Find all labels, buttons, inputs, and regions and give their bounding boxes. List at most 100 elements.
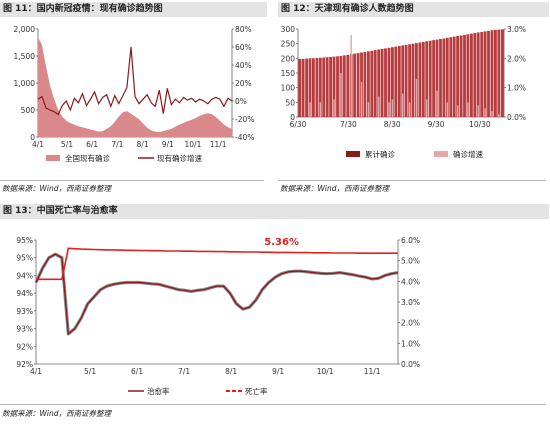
- bar-确诊增速: [467, 102, 469, 117]
- bar-累计确诊: [500, 29, 504, 117]
- legend-label: 治愈率: [147, 386, 170, 396]
- bar-累计确诊: [380, 48, 384, 117]
- right-tick-label: 5.0%: [401, 257, 420, 266]
- x-tick-label: 11/1: [364, 367, 381, 376]
- left-tick-label: 100: [281, 84, 296, 93]
- left-tick-label: 94%: [16, 289, 33, 298]
- x-tick-label: 8/1: [137, 140, 149, 149]
- x-tick-label: 7/30: [340, 120, 357, 129]
- bar-确诊增速: [360, 81, 363, 117]
- left-tick-label: 94%: [16, 271, 33, 280]
- series-area-全国现有确诊: [38, 37, 232, 137]
- bar-累计确诊: [308, 58, 312, 117]
- bar-累计确诊: [473, 33, 477, 117]
- bar-累计确诊: [408, 44, 412, 117]
- left-tick-label: 93%: [16, 307, 33, 316]
- bar-累计确诊: [342, 55, 346, 117]
- bar-累计确诊: [466, 34, 470, 117]
- bar-累计确诊: [428, 40, 432, 118]
- divider: [0, 404, 546, 405]
- bar-累计确诊: [377, 49, 381, 117]
- bar-确诊增速: [367, 102, 370, 117]
- x-tick-label: 10/1: [185, 140, 202, 149]
- bar-累计确诊: [298, 58, 302, 117]
- bar-累计确诊: [329, 56, 333, 117]
- right-tick-label: 0.0%: [507, 113, 526, 122]
- bar-确诊增速: [350, 34, 352, 117]
- bar-累计确诊: [356, 53, 360, 117]
- bar-确诊增速: [415, 78, 418, 117]
- right-tick-label: 40%: [235, 61, 252, 70]
- bar-累计确诊: [490, 30, 494, 118]
- bar-累计确诊: [370, 50, 374, 118]
- bar-累计确诊: [318, 57, 322, 117]
- source-note: 数据来源：Wind，西南证券整理: [280, 184, 390, 193]
- bar-累计确诊: [391, 47, 394, 118]
- right-tick-label: 4.0%: [401, 277, 420, 286]
- bar-累计确诊: [487, 30, 490, 117]
- bar-累计确诊: [470, 33, 473, 118]
- chart-12-title: 图 12：天津现有确诊人数趋势图: [278, 2, 549, 17]
- x-tick-label: 9/30: [428, 120, 445, 129]
- x-tick-label: 7/1: [111, 140, 123, 149]
- bar-累计确诊: [301, 58, 305, 117]
- bar-累计确诊: [397, 46, 401, 117]
- bar-累计确诊: [445, 37, 449, 117]
- bar-确诊增速: [436, 90, 438, 117]
- bar-确诊增速: [340, 73, 342, 117]
- bar-确诊增速: [333, 99, 335, 117]
- left-tick-label: 300: [281, 25, 296, 34]
- x-tick-label: 6/1: [86, 140, 98, 149]
- x-tick-label: 6/1: [131, 367, 143, 376]
- bar-累计确诊: [456, 36, 460, 117]
- x-tick-label: 8/30: [384, 120, 401, 129]
- source-note: 数据来源：Wind，西南证券整理: [2, 409, 112, 418]
- bar-累计确诊: [315, 58, 319, 117]
- legend-swatch: [434, 151, 448, 157]
- bar-累计确诊: [336, 56, 339, 117]
- bar-累计确诊: [439, 39, 442, 117]
- bar-累计确诊: [305, 58, 309, 117]
- left-tick-label: 0: [290, 113, 295, 122]
- left-tick-label: 500: [21, 106, 36, 115]
- bar-累计确诊: [394, 46, 398, 117]
- x-tick-label: 11/1: [210, 140, 227, 149]
- left-tick-label: 150: [281, 69, 296, 78]
- bar-累计确诊: [480, 31, 484, 117]
- bar-确诊增速: [426, 99, 428, 117]
- left-tick-label: 95%: [16, 236, 33, 245]
- bar-累计确诊: [346, 54, 350, 117]
- x-tick-label: 9/1: [162, 140, 174, 149]
- bar-累计确诊: [387, 47, 391, 117]
- bar-确诊增速: [456, 105, 459, 117]
- right-tick-label: 3.0%: [507, 25, 526, 34]
- left-tick-label: 0: [30, 133, 35, 142]
- bar-累计确诊: [449, 37, 453, 118]
- left-tick-label: 1,500: [14, 52, 36, 61]
- left-tick-label: 95%: [16, 254, 33, 263]
- x-tick-label: 8/1: [225, 367, 237, 376]
- bar-确诊增速: [391, 99, 394, 117]
- chart-12-svg: 0 50 100 150 200 250 300 0.0% 1.0% 2.0% 3.0% 6/30 7/…: [281, 25, 526, 159]
- right-tick-label: 6.0%: [401, 236, 420, 245]
- right-tick-label: 0%: [235, 97, 247, 106]
- series-line-现有确诊增速: [37, 46, 233, 116]
- source-note: 数据来源：Wind，西南证券整理: [2, 184, 112, 193]
- left-tick-label: 92%: [16, 360, 33, 369]
- series-line-治愈率-outline: [34, 252, 399, 336]
- bar-累计确诊: [373, 50, 377, 117]
- legend-label: 确诊增速: [453, 149, 483, 159]
- right-tick-label: 1.0%: [401, 339, 420, 348]
- bar-累计确诊: [459, 35, 463, 117]
- x-tick-label: 6/30: [290, 120, 307, 129]
- bar-确诊增速: [446, 102, 449, 117]
- divider: [0, 180, 264, 181]
- chart-13-title: 图 13：中国死亡率与治愈率: [0, 204, 549, 219]
- x-tick-label: 7/1: [178, 367, 190, 376]
- annotation-label: 5.36%: [264, 237, 299, 248]
- legend-label: 累计确诊: [365, 149, 395, 159]
- bar-累计确诊: [463, 34, 466, 117]
- bar-确诊增速: [408, 102, 411, 117]
- bar-累计确诊: [401, 45, 405, 117]
- right-tick-label: 2.0%: [507, 54, 526, 63]
